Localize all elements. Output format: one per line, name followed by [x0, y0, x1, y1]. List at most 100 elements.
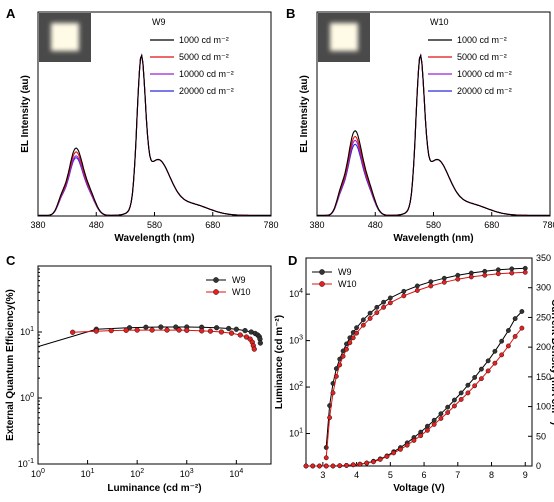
- data-point: [391, 450, 397, 456]
- x-tick-label-exp: 1: [91, 468, 95, 475]
- data-point: [479, 366, 484, 372]
- data-point: [445, 410, 451, 415]
- data-point: [207, 328, 214, 334]
- data-point: [519, 325, 525, 331]
- series-line-0: [38, 53, 271, 216]
- data-point: [499, 338, 505, 344]
- data-point: [149, 327, 155, 333]
- x-axis-title: Voltage (V): [393, 483, 444, 494]
- x-tick-label-exp: 3: [190, 468, 194, 475]
- data-point: [381, 304, 386, 310]
- y2-tick-label: 50: [536, 431, 546, 441]
- data-point: [472, 375, 478, 380]
- jvl-chart: 3 4 5 6 7 8 9101102103104050100150200250300350…: [274, 253, 554, 494]
- y-tick-label-base: 10: [20, 393, 30, 403]
- data-point: [330, 463, 336, 469]
- y2-tick-label: 200: [536, 342, 551, 352]
- y-tick-label-base: 10: [289, 429, 299, 439]
- data-point: [360, 317, 366, 323]
- data-point: [347, 340, 353, 346]
- y-tick-label: 101: [289, 428, 303, 439]
- data-point: [317, 463, 322, 469]
- data-point: [337, 463, 343, 469]
- legend-label-1: W10: [232, 287, 251, 297]
- series-line-0: [325, 267, 526, 448]
- y-tick-label-exp: 1: [299, 428, 303, 435]
- x-tick-label: 480: [368, 220, 383, 230]
- data-point: [323, 463, 329, 469]
- y2-tick-label: 100: [536, 402, 551, 412]
- data-point: [199, 328, 205, 334]
- legend-label-1: 5000 cd m⁻²: [457, 52, 507, 62]
- x-tick-label: 580: [426, 220, 441, 230]
- data-point: [499, 352, 505, 358]
- data-point: [333, 373, 339, 379]
- data-point: [431, 421, 437, 427]
- plot-frame: [305, 257, 533, 467]
- data-point: [485, 358, 491, 364]
- x-axis-title: Wavelength (nm): [114, 233, 194, 244]
- legend-marker-1: [319, 281, 325, 287]
- x-tick-label: 6: [422, 470, 427, 480]
- data-point: [337, 362, 343, 368]
- inset-light-square: [330, 23, 358, 51]
- data-point: [505, 328, 511, 333]
- legend-title: W10: [430, 17, 449, 27]
- data-point: [344, 463, 349, 468]
- data-point: [354, 325, 359, 331]
- data-point: [257, 340, 263, 346]
- data-point: [509, 266, 515, 272]
- y-tick-label: 101: [20, 326, 34, 337]
- y2-tick-label: 0: [536, 461, 541, 471]
- panel-letter-c: C: [6, 253, 16, 268]
- data-point: [374, 310, 380, 316]
- series-line-3: [306, 327, 523, 467]
- data-point: [452, 403, 457, 409]
- data-point: [242, 328, 248, 334]
- data-point: [414, 288, 420, 293]
- data-point: [214, 325, 220, 331]
- data-point: [387, 295, 393, 301]
- data-point: [134, 327, 140, 333]
- series-line-0: [317, 53, 550, 216]
- data-point: [404, 442, 410, 448]
- data-point: [173, 324, 179, 330]
- data-point: [492, 360, 498, 366]
- data-point: [381, 299, 386, 305]
- data-point: [482, 268, 488, 274]
- data-point: [425, 427, 430, 433]
- legend-marker-0: [319, 269, 325, 275]
- x-tick-label-base: 10: [180, 469, 190, 479]
- x-tick-label: 580: [147, 220, 162, 230]
- y-tick-label-base: 10: [20, 327, 30, 337]
- data-point: [438, 416, 444, 421]
- series-line-2: [38, 53, 271, 216]
- x-tick-label: 7: [455, 470, 460, 480]
- x-tick-label-base: 10: [130, 469, 140, 479]
- x-tick-label-exp: 2: [140, 468, 144, 475]
- data-point: [158, 324, 164, 330]
- data-point: [377, 457, 383, 462]
- data-point: [360, 322, 366, 328]
- legend-label-3: 20000 cd m⁻²: [457, 86, 512, 96]
- x-tick-label: 104: [229, 468, 243, 479]
- x-tick-label: 680: [484, 220, 499, 230]
- series-line-1: [38, 53, 271, 216]
- data-point: [330, 390, 336, 396]
- x-tick-label-exp: 0: [41, 468, 45, 475]
- x-tick-label: 380: [30, 220, 45, 230]
- y-tick-label: 100: [20, 392, 34, 403]
- data-point: [327, 415, 333, 421]
- data-point: [228, 330, 235, 336]
- data-point: [455, 276, 461, 282]
- data-point: [176, 327, 182, 333]
- data-point: [70, 329, 76, 335]
- y-axis-title: Luminance (cd m⁻²): [274, 315, 285, 409]
- data-point: [310, 463, 316, 469]
- x-tick-label: 3: [320, 470, 325, 480]
- x-tick-label: 780: [542, 220, 554, 230]
- data-point: [303, 463, 309, 469]
- data-point: [492, 348, 498, 354]
- x-axis-title: Luminance (cd m⁻²): [107, 483, 201, 494]
